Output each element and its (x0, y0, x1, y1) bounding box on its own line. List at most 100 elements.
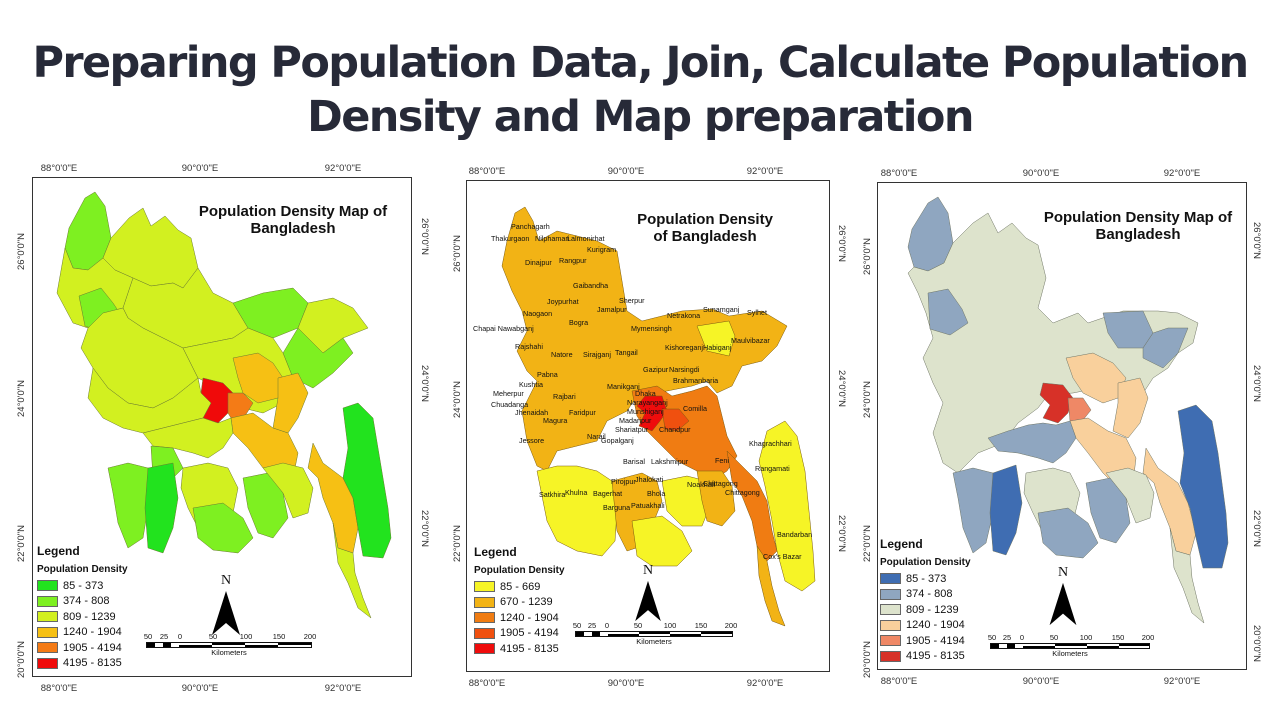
legend-label: 4195 - 8135 (63, 657, 122, 670)
svg-text:Khagrachhari: Khagrachhari (749, 439, 792, 448)
map-frame: Population Density Map of Bangladesh Leg… (32, 177, 412, 677)
lat-label-22: 22°0'0"N (452, 525, 463, 562)
lon-label-90: 90°0'0"E (181, 163, 219, 174)
scale-unit-label: Kilometers (1052, 649, 1088, 658)
svg-text:Natore: Natore (551, 350, 573, 359)
lat-label-24-right: 24°0'0"N (836, 370, 847, 407)
legend-swatch (474, 627, 495, 639)
legend-swatch (474, 643, 495, 655)
map-title-line-1: Population Density (637, 211, 773, 228)
lat-label-26-right: 26°0'0"N (419, 218, 430, 255)
svg-text:Dhaka: Dhaka (635, 389, 656, 398)
legend-swatch (880, 573, 901, 585)
svg-text:Khulna: Khulna (565, 488, 587, 497)
lat-label-24-right: 24°0'0"N (1251, 365, 1262, 402)
legend-swatch (37, 642, 58, 654)
svg-text:Feni: Feni (715, 456, 729, 465)
legend: Legend Population Density 85 - 669 670 -… (474, 545, 565, 657)
bangladesh-choropleth-map: Panchagarh Thakurgaon Nilphamari Lalmoni… (473, 206, 816, 627)
lat-label-24-right: 24°0'0"N (419, 365, 430, 402)
lon-label-88: 88°0'0"E (880, 168, 918, 179)
legend-item: 1240 - 1904 (37, 625, 128, 641)
svg-text:Magura: Magura (543, 416, 567, 425)
svg-text:Lalmonirhat: Lalmonirhat (567, 234, 605, 243)
svg-text:Sherpur: Sherpur (619, 296, 645, 305)
lat-label-26: 26°0'0"N (16, 233, 27, 270)
svg-text:Maulvibazar: Maulvibazar (731, 336, 770, 345)
svg-text:Faridpur: Faridpur (569, 408, 596, 417)
svg-text:Dinajpur: Dinajpur (525, 258, 552, 267)
legend-item: 1240 - 1904 (880, 618, 971, 634)
svg-text:Bagerhat: Bagerhat (593, 489, 622, 498)
map-panel-2: 88°0'0"E 90°0'0"E 92°0'0"E Panchagarh (440, 160, 850, 720)
legend-label: 1240 - 1904 (500, 611, 559, 624)
legend-label: 1905 - 4194 (906, 634, 965, 647)
lon-label-88: 88°0'0"E (40, 163, 78, 174)
svg-text:Jamalpur: Jamalpur (597, 305, 627, 314)
legend-label: 85 - 373 (906, 572, 947, 585)
lon-label-90-bottom: 90°0'0"E (181, 683, 219, 694)
svg-text:Naogaon: Naogaon (523, 309, 552, 318)
svg-text:Meherpur: Meherpur (493, 389, 524, 398)
lon-label-92-bottom: 92°0'0"E (324, 683, 362, 694)
north-arrow: N (209, 573, 243, 642)
lon-label-88-bottom: 88°0'0"E (468, 678, 506, 689)
svg-text:Tangail: Tangail (615, 348, 638, 357)
lon-label-92: 92°0'0"E (324, 163, 362, 174)
svg-text:Gopalganj: Gopalganj (601, 436, 634, 445)
svg-text:Chandpur: Chandpur (659, 425, 691, 434)
svg-text:Rajbari: Rajbari (553, 392, 576, 401)
legend-label: 809 - 1239 (63, 610, 116, 623)
legend-swatch (880, 650, 901, 662)
map-title-line-2: of Bangladesh (653, 228, 757, 245)
bangladesh-choropleth-map (56, 191, 392, 619)
svg-text:Comilla: Comilla (683, 404, 707, 413)
svg-text:Mymensingh: Mymensingh (631, 324, 672, 333)
lon-label-88-bottom: 88°0'0"E (40, 683, 78, 694)
map-panel-1: 88°0'0"E 90°0'0"E 92°0'0"E (0, 160, 440, 720)
legend-item: 4195 - 8135 (474, 641, 565, 657)
bangladesh-choropleth-map (907, 196, 1229, 624)
legend-label: 85 - 669 (500, 580, 541, 593)
lon-label-90-bottom: 90°0'0"E (1022, 676, 1060, 687)
lon-label-88-bottom: 88°0'0"E (880, 676, 918, 687)
legend-swatch (880, 588, 901, 600)
legend: Legend Population Density 85 - 373 374 -… (880, 537, 971, 664)
lon-label-92-bottom: 92°0'0"E (746, 678, 784, 689)
lat-label-26: 26°0'0"N (862, 238, 873, 275)
lat-label-24: 24°0'0"N (16, 380, 27, 417)
legend-swatch (37, 611, 58, 623)
svg-text:Habiganj: Habiganj (703, 343, 732, 352)
svg-text:Satkhira: Satkhira (539, 490, 565, 499)
lon-label-90: 90°0'0"E (1022, 168, 1060, 179)
lat-label-24: 24°0'0"N (452, 381, 463, 418)
svg-text:Pabna: Pabna (537, 370, 558, 379)
slide-title: Preparing Population Data, Join, Calcula… (0, 36, 1280, 144)
legend-item: 4195 - 8135 (880, 649, 971, 665)
map-title: Population Density of Bangladesh (625, 211, 785, 245)
legend-label: 670 - 1239 (500, 596, 553, 609)
title-line-2: Density and Map preparation (307, 92, 974, 142)
svg-text:Narsingdi: Narsingdi (669, 365, 700, 374)
map-title-line-2: Bangladesh (1095, 226, 1181, 243)
svg-text:Netrakona: Netrakona (667, 311, 700, 320)
map-title: Population Density Map of Bangladesh (1038, 209, 1238, 243)
svg-text:Narayanganj: Narayanganj (627, 398, 668, 407)
north-arrow-icon (1049, 582, 1077, 626)
lon-label-88: 88°0'0"E (468, 166, 506, 177)
legend: Legend Population Density 85 - 373 374 -… (37, 544, 128, 671)
svg-text:Lakshmipur: Lakshmipur (651, 457, 689, 466)
legend-label: 374 - 808 (63, 595, 110, 608)
legend-swatch (474, 596, 495, 608)
svg-text:Sunamganj: Sunamganj (703, 305, 740, 314)
north-label: N (1057, 565, 1069, 580)
svg-text:Brahmanbaria: Brahmanbaria (673, 376, 718, 385)
north-label: N (642, 563, 654, 578)
legend-swatch (37, 595, 58, 607)
legend-label: 1905 - 4194 (63, 641, 122, 654)
lat-label-22-right: 22°0'0"N (419, 510, 430, 547)
svg-text:Bandarban: Bandarban (777, 530, 812, 539)
svg-text:Munshiganj: Munshiganj (627, 407, 664, 416)
svg-text:Rajshahi: Rajshahi (515, 342, 543, 351)
legend-item: 374 - 808 (880, 587, 971, 603)
